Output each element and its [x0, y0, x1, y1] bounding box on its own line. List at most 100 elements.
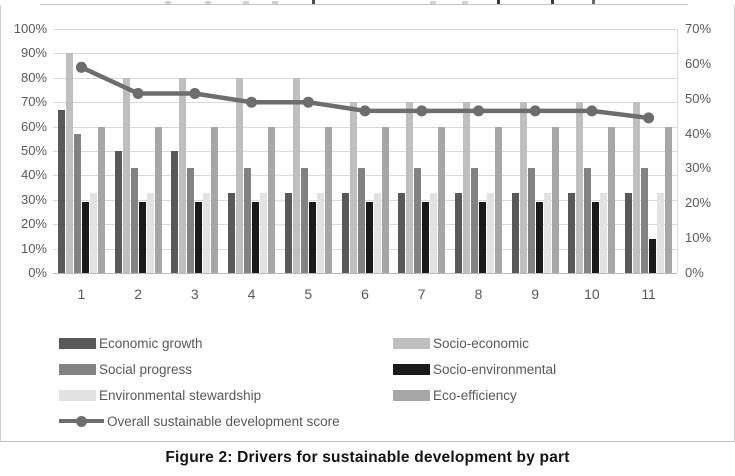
left-axis-tick-50: 50% [20, 143, 47, 158]
legend-item-eco-efficiency: Eco-efficiency [393, 387, 517, 403]
chart-border-box: 100% 90% 80% 70% 60% 50% 40% 30% 20% 10% 0% 70% 60% 5… [0, 5, 735, 442]
bar-eco-efficiency-cat4 [268, 126, 275, 273]
legend-label: Overall sustainable development score [107, 413, 340, 429]
category-label-7: 7 [417, 286, 426, 302]
overall-score-marker-cat1 [75, 61, 87, 73]
overall-score-marker-cat5 [302, 96, 314, 108]
bar-economic-growth-cat8 [455, 192, 462, 273]
bar-environmental-stewardship-cat7 [430, 192, 438, 273]
legend-color-swatch [393, 389, 430, 401]
bar-economic-growth-cat7 [398, 192, 406, 273]
bar-environmental-stewardship-cat10 [600, 192, 608, 273]
bar-socio-environmental-cat7 [422, 202, 430, 273]
overall-score-marker-cat6 [359, 105, 371, 117]
bar-environmental-stewardship-cat1 [89, 192, 97, 273]
left-axis-tick-70: 70% [20, 94, 47, 110]
bar-environmental-stewardship-cat5 [316, 192, 324, 273]
cropped-text-fragment [272, 1, 278, 4]
legend-color-swatch [59, 363, 96, 375]
bar-socio-economic-cat2 [122, 77, 130, 273]
plot-right-border [677, 29, 678, 273]
legend-label: Economic growth [99, 335, 203, 351]
legend-item-socio-economic: Socio-economic [393, 335, 529, 351]
overall-score-marker-cat7 [416, 105, 428, 117]
category-label-8: 8 [474, 286, 483, 302]
bar-socio-economic-cat8 [463, 102, 470, 273]
bar-environmental-stewardship-cat11 [657, 192, 665, 273]
right-axis-tick-0: 0% [685, 265, 704, 280]
bar-socio-environmental-cat11 [649, 238, 657, 273]
category-label-2: 2 [134, 286, 142, 302]
legend-label: Social progress [99, 361, 193, 377]
legend-label: Eco-efficiency [433, 387, 517, 403]
bar-social-progress-cat6 [357, 168, 365, 273]
cropped-row-border [40, 4, 688, 5]
cropped-text-fragment [430, 1, 436, 4]
bar-eco-efficiency-cat11 [665, 126, 673, 273]
gridline-30 [53, 199, 677, 201]
chart-area: 100% 90% 80% 70% 60% 50% 40% 30% 20% 10% 0% 70% 60% 5… [1, 5, 734, 441]
bar-social-progress-cat7 [414, 168, 422, 273]
legend-item-economic-growth: Economic growth [59, 335, 203, 351]
bar-economic-growth-cat5 [284, 192, 292, 273]
overall-score-marker-cat4 [246, 96, 257, 108]
bar-eco-efficiency-cat2 [154, 126, 162, 273]
gridline-10 [53, 248, 677, 250]
gridline-50 [53, 151, 677, 152]
overall-score-line [75, 61, 655, 124]
legend-label: Environmental stewardship [99, 387, 262, 403]
bar-socio-economic-cat3 [179, 77, 187, 273]
bar-economic-growth-cat2 [114, 151, 122, 273]
bar-economic-growth-cat10 [568, 192, 576, 273]
legend-item-environmental-stewardship: Environmental stewardship [59, 387, 261, 403]
right-axis-tick-70: 70% [685, 21, 712, 36]
bar-eco-efficiency-cat9 [551, 126, 559, 273]
overall-score-marker-cat9 [529, 105, 541, 117]
bar-social-progress-cat5 [300, 168, 308, 273]
cropped-text-speck [497, 0, 500, 4]
bar-social-progress-cat2 [130, 168, 138, 273]
gridline-40 [53, 175, 677, 177]
right-axis-tick-20: 20% [685, 195, 712, 211]
category-label-9: 9 [531, 286, 540, 302]
right-axis-tick-40: 40% [685, 125, 712, 141]
category-label-1: 1 [77, 286, 86, 302]
left-axis-tick-90: 90% [20, 45, 47, 61]
right-axis-tick-60: 60% [685, 55, 712, 71]
figure-caption: Figure 2: Drivers for sustainable develo… [165, 449, 570, 466]
bar-economic-growth-cat3 [171, 151, 179, 273]
right-axis-tick-50: 50% [685, 90, 712, 106]
overall-score-marker-cat2 [132, 88, 144, 99]
bar-eco-efficiency-cat1 [97, 126, 105, 273]
cropped-text-fragment [165, 1, 171, 4]
category-label-10: 10 [584, 286, 600, 302]
bar-environmental-stewardship-cat3 [203, 192, 211, 273]
bar-social-progress-cat10 [584, 168, 592, 273]
bar-eco-efficiency-cat6 [381, 126, 389, 273]
gridline-80 [53, 77, 677, 79]
bar-eco-efficiency-cat7 [438, 126, 446, 273]
cropped-text-speck [592, 0, 595, 4]
left-axis-tick-80: 80% [20, 69, 47, 85]
legend-line-marker [76, 415, 87, 427]
bar-eco-efficiency-cat10 [608, 126, 616, 273]
bar-economic-growth-cat11 [625, 192, 633, 273]
overall-score-marker-cat8 [473, 105, 484, 117]
category-label-11: 11 [641, 286, 656, 302]
bar-economic-growth-cat4 [228, 192, 235, 273]
bar-socio-environmental-cat10 [592, 202, 600, 273]
category-label-4: 4 [247, 286, 256, 302]
gridline-20 [53, 224, 677, 226]
legend-label: Socio-economic [433, 335, 530, 351]
cropped-text-fragment [243, 1, 249, 4]
bar-eco-efficiency-cat5 [324, 126, 332, 273]
bar-social-progress-cat9 [527, 168, 535, 273]
bar-environmental-stewardship-cat2 [146, 192, 154, 273]
left-axis-tick-100: 100% [13, 21, 47, 36]
left-axis-tick-0: 0% [28, 265, 47, 280]
overall-score-marker-cat10 [586, 105, 598, 117]
bar-socio-economic-cat9 [519, 102, 527, 273]
right-axis-tick-30: 30% [685, 160, 712, 176]
bar-environmental-stewardship-cat9 [543, 192, 551, 273]
